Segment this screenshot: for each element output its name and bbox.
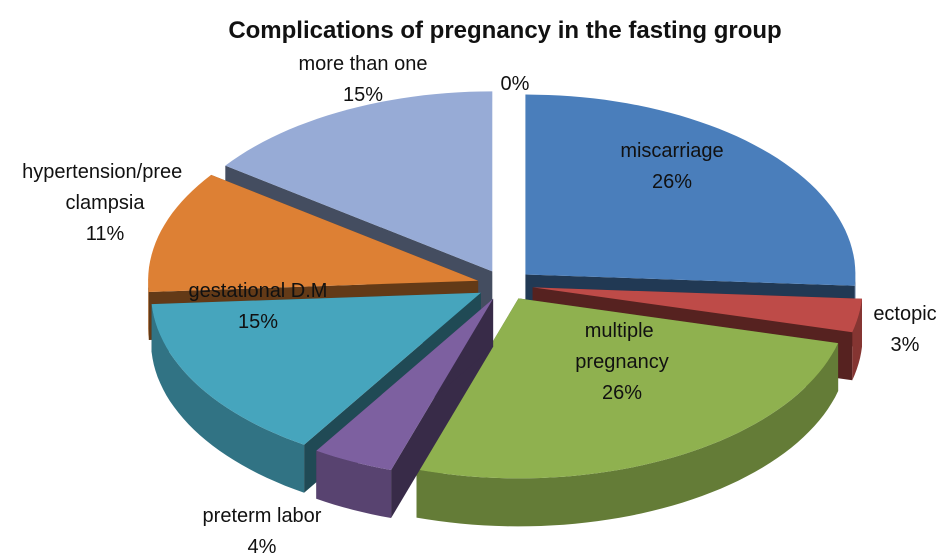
slice-label: preterm labor: [203, 505, 322, 527]
percent-label: 15%: [343, 84, 383, 106]
slice-label: multiple pregnancy: [575, 320, 668, 373]
slice-label: miscarriage: [620, 140, 723, 162]
slice-wall: [416, 343, 839, 527]
percent-label: 3%: [891, 334, 920, 356]
slice-label: hypertension/pree clampsia: [22, 161, 188, 214]
slice: [532, 287, 862, 333]
slice: [525, 94, 856, 286]
slice: [416, 298, 839, 479]
slice-label: ectopic: [873, 303, 936, 325]
percent-label: 15%: [238, 311, 278, 333]
slice: [148, 174, 479, 292]
slice-wall: [151, 304, 305, 493]
percent-label: 26%: [652, 171, 692, 193]
percent-label: 4%: [248, 536, 277, 555]
slice: [316, 298, 494, 470]
slice: [225, 91, 493, 272]
slice-label: gestational D.M: [189, 280, 328, 302]
slice-wall: [316, 450, 392, 518]
percent-label: 0%: [501, 73, 530, 95]
slice-wall: [852, 298, 862, 381]
slice: [151, 292, 481, 445]
percent-label: 11%: [86, 223, 125, 245]
chart-title: Complications of pregnancy in the fastin…: [228, 17, 781, 44]
slice-wall: [148, 280, 149, 340]
percent-label: 26%: [602, 382, 642, 404]
slice-label: more than one: [299, 53, 428, 75]
